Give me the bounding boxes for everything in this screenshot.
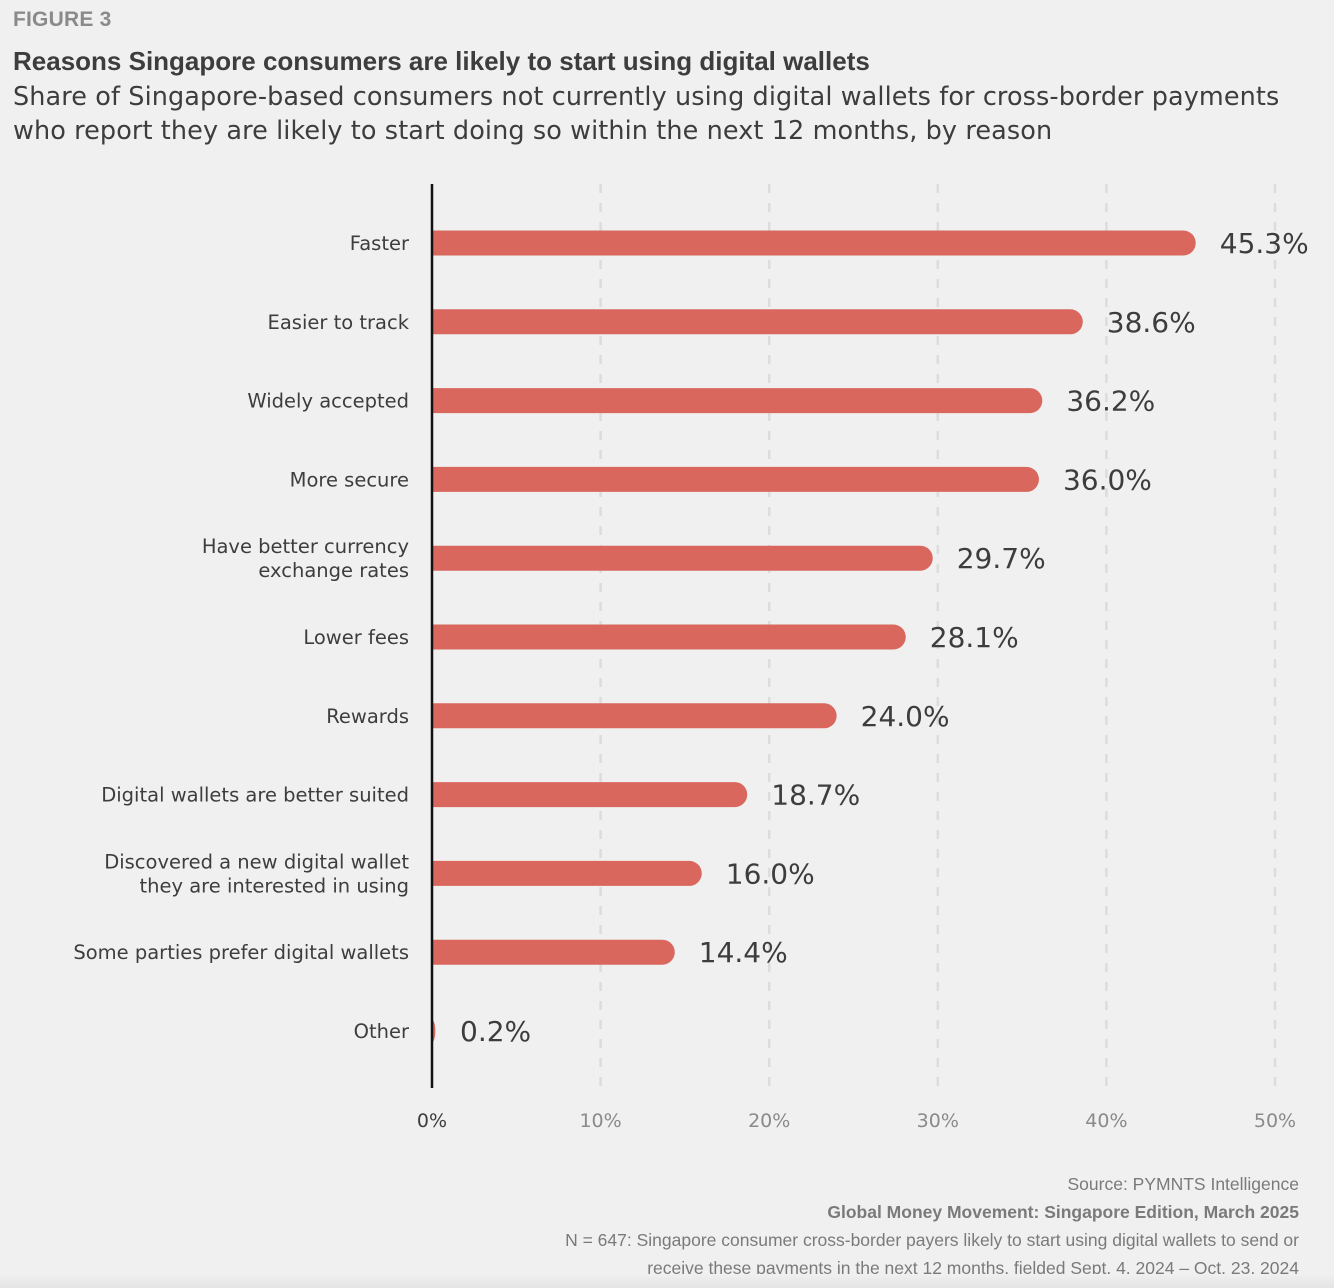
report-title: Global Money Movement: Singapore Edition… [827,1202,1299,1222]
bar [432,388,1043,414]
bar [432,782,748,808]
category-label: Widely accepted [247,390,409,413]
category-label: Faster [350,232,410,255]
category-label: Lower fees [303,626,409,649]
x-axis-ticks: 0% 10% 20% 30% 40% 50% [417,1110,1296,1132]
category-label: they are interested in using [139,874,409,897]
sample-note-line-2: receive these payments in the next 12 mo… [647,1258,1299,1278]
value-label: 0.2% [460,1015,531,1048]
bars [432,230,1196,1043]
x-tick-label: 30% [917,1110,959,1132]
value-label: 38.6% [1107,306,1196,339]
category-label: More secure [290,468,409,491]
value-label: 16.0% [726,857,815,890]
bar [432,624,906,650]
value-label: 45.3% [1220,227,1309,260]
category-label: Digital wallets are better suited [101,784,409,807]
x-tick-label: 40% [1085,1110,1127,1132]
x-tick-label: 0% [417,1110,447,1132]
value-label: 18.7% [771,779,860,812]
sample-note-line-1: N = 647: Singapore consumer cross-border… [565,1230,1299,1250]
x-tick-label: 20% [748,1110,790,1132]
value-label: 14.4% [699,936,788,969]
bar [432,466,1039,492]
category-label: Easier to track [268,311,410,334]
category-label: Other [354,1020,410,1043]
x-tick-label: 10% [579,1110,621,1132]
value-label: 28.1% [930,621,1019,654]
bar [432,309,1083,335]
value-label: 36.0% [1063,463,1152,496]
footer: Source: PYMNTS Intelligence Global Money… [565,1170,1299,1282]
category-label: exchange rates [258,559,409,582]
category-label: Some parties prefer digital wallets [73,941,409,964]
bar [432,939,675,965]
value-label: 29.7% [957,542,1046,575]
category-label: Have better currency [202,535,409,558]
chart-title: Reasons Singapore consumers are likely t… [13,46,870,76]
bar-chart: Faster Easier to track Widely accepted More… [73,184,1309,1132]
bar [432,230,1196,256]
source-text: Source: PYMNTS Intelligence [1067,1174,1300,1194]
bottom-fade [0,1274,1334,1288]
bar [432,703,837,729]
chart-subtitle: Share of Singapore-based consumers not c… [13,82,1280,146]
category-labels: Faster Easier to track Widely accepted More… [73,232,410,1043]
value-label: 36.2% [1066,385,1155,418]
category-label: Discovered a new digital wallet [104,850,409,873]
bar [432,860,702,886]
x-tick-label: 50% [1254,1110,1296,1132]
bar [432,545,933,571]
value-labels: 45.3% 38.6% 36.2% 36.0% 29.7% 28.1% 24.0% 18.7%… [460,227,1309,1048]
category-label: Rewards [326,705,409,728]
figure-label: FIGURE 3 [13,8,112,31]
value-label: 24.0% [861,700,950,733]
